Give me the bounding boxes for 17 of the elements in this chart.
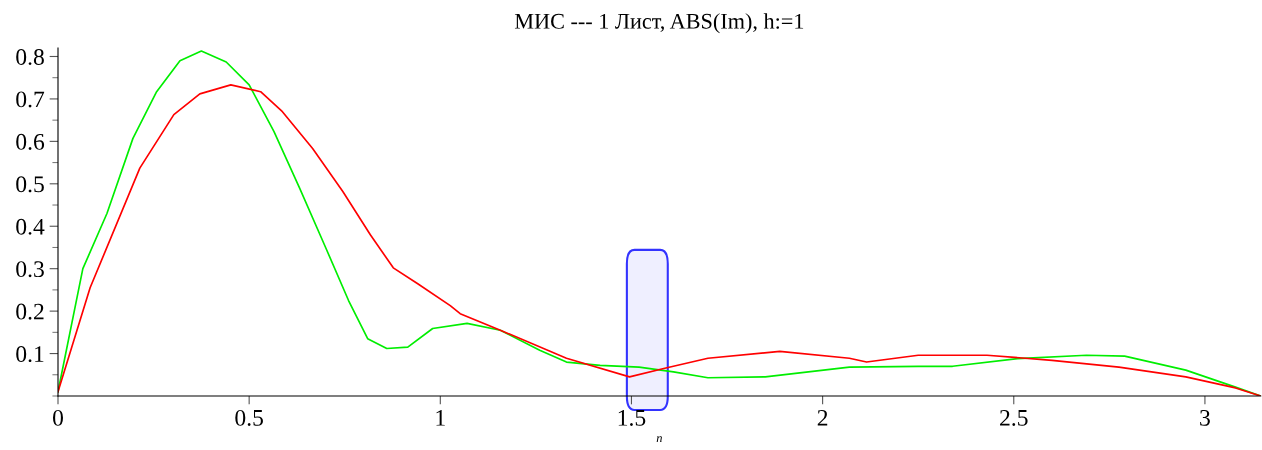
x-tick-label: 0	[53, 409, 63, 426]
y-tick-label: 0.4	[16, 218, 45, 235]
y-tick-label: 0.3	[16, 261, 44, 278]
x-tick-label: 3	[1200, 409, 1210, 426]
y-tick-label: 0.7	[16, 91, 45, 108]
x-tick-label: 1	[436, 409, 445, 426]
x-axis-title: n	[656, 436, 662, 443]
x-tick-label: 2	[817, 409, 828, 426]
y-tick-label: 0.8	[16, 48, 44, 66]
chart-title: МИС --- 1 Лист, ABS(Im), h:=1	[514, 13, 804, 34]
x-tick-label: 0.5	[235, 409, 263, 426]
y-tick-label: 0.1	[16, 346, 44, 363]
y-tick-label: 0.6	[16, 133, 45, 150]
x-tick-label: 2.5	[1000, 409, 1028, 426]
x-tick-label: 1.5	[618, 409, 646, 426]
y-tick-label: 0.2	[16, 303, 44, 320]
y-tick-label: 0.5	[16, 176, 44, 193]
